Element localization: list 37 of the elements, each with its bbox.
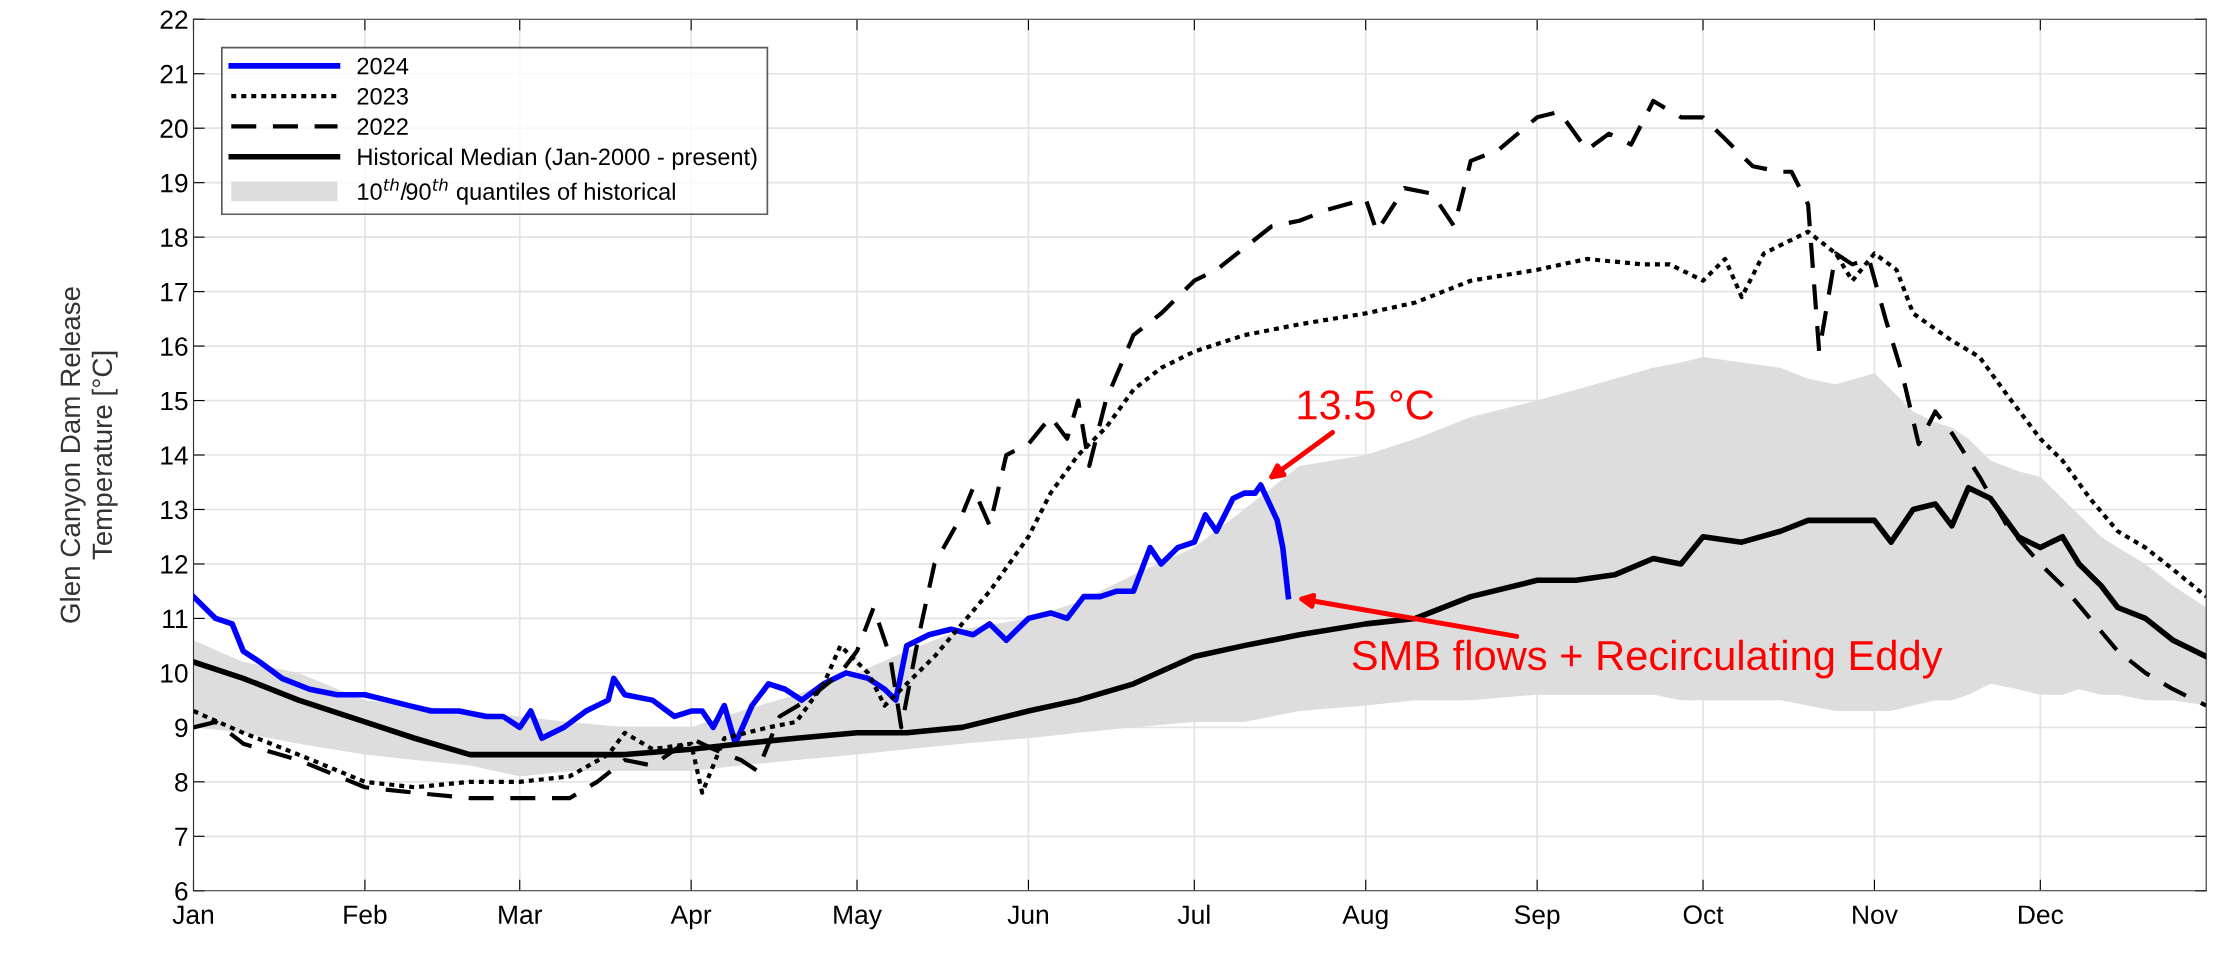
x-tick-label: Oct [1683,905,1724,925]
y-tick-label: 20 [160,119,188,139]
y-axis-title: Glen Canyon Dam Release Temperature [°C] [59,287,118,623]
y-tick-label: 10 [161,664,188,683]
y-tick-label: 16 [161,337,188,356]
x-tick-label: Sep [1514,905,1560,930]
x-tick-label: Nov [1853,905,1898,925]
y-tick-label: 14 [161,446,188,465]
y-tick-label: 18 [161,228,188,247]
y-tick-label: 11 [163,609,188,628]
y-tick-label: 19 [161,173,188,193]
y-tick-label: 21 [160,64,188,84]
x-tick-label: Jul [1177,904,1210,925]
y-tick-label: 9 [175,718,188,738]
x-tick-label: Jan [172,905,214,925]
y-tick-label: 15 [161,391,188,411]
legend-label: 2023 [357,87,408,105]
x-tick-label: Apr [670,905,712,930]
y-tick-label: 7 [175,827,188,846]
x-tick-label: Dec [2019,905,2064,925]
annotation: 13.5 °C [1298,390,1434,420]
legend-label: 2022 [357,118,408,135]
y-tick-label: 17 [161,283,188,302]
legend-label: Historical Median (Jan-2000 - present) [358,147,757,170]
x-tick-label: Feb [344,904,387,925]
y-tick-label: 12 [161,555,188,574]
annotation: 10$^{th}$/90$^{th}$ quantiles of historical [358,178,675,205]
x-tick-label: Jun [1007,905,1048,925]
y-tick-label: 8 [175,772,188,792]
annotation: SMB flows + Recirculating Eddy [1352,639,1943,679]
x-tick-label: Aug [1342,905,1388,930]
legend-label: 2024 [357,57,409,75]
y-tick-label: 13 [161,500,188,520]
y-tick-label: 22 [160,10,188,29]
x-tick-label: Mar [499,905,543,925]
y-tick-label: 6 [175,881,188,901]
x-tick-label: May [834,905,882,930]
